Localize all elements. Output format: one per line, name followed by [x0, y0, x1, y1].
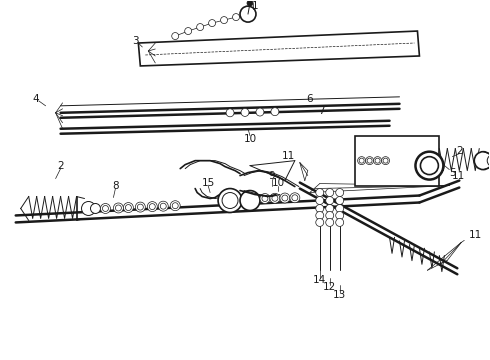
Circle shape: [358, 157, 366, 165]
Circle shape: [270, 193, 280, 203]
Circle shape: [420, 157, 439, 175]
Text: 10: 10: [244, 134, 257, 144]
Circle shape: [185, 28, 192, 35]
Circle shape: [113, 203, 123, 213]
Circle shape: [240, 190, 260, 211]
Text: 9: 9: [269, 171, 275, 181]
Circle shape: [316, 197, 324, 204]
Circle shape: [326, 219, 334, 226]
Circle shape: [260, 194, 270, 203]
Circle shape: [336, 211, 343, 220]
Text: 10: 10: [271, 177, 285, 188]
Text: 15: 15: [201, 177, 215, 188]
Circle shape: [172, 32, 179, 40]
Circle shape: [218, 189, 242, 212]
Circle shape: [123, 203, 133, 212]
Text: 4: 4: [32, 94, 39, 104]
Circle shape: [375, 158, 380, 163]
Circle shape: [244, 10, 252, 19]
Polygon shape: [21, 197, 29, 220]
Circle shape: [474, 152, 490, 170]
Circle shape: [326, 211, 334, 220]
Text: 13: 13: [333, 290, 346, 300]
Circle shape: [262, 195, 268, 202]
Polygon shape: [138, 31, 419, 66]
Circle shape: [222, 193, 238, 208]
Circle shape: [226, 109, 234, 117]
Circle shape: [366, 157, 373, 165]
Text: 12: 12: [323, 282, 336, 292]
Circle shape: [102, 206, 108, 211]
Circle shape: [316, 219, 324, 226]
Circle shape: [233, 14, 240, 21]
Circle shape: [367, 158, 372, 163]
Circle shape: [135, 202, 146, 212]
Circle shape: [100, 203, 110, 213]
Circle shape: [247, 0, 253, 6]
Circle shape: [292, 195, 298, 201]
Text: 11: 11: [282, 150, 295, 161]
Circle shape: [137, 204, 144, 210]
Circle shape: [149, 204, 155, 210]
Circle shape: [316, 204, 324, 212]
Circle shape: [290, 193, 300, 203]
Circle shape: [487, 155, 490, 167]
Circle shape: [316, 211, 324, 220]
Circle shape: [280, 193, 290, 203]
Circle shape: [147, 202, 157, 212]
Circle shape: [359, 158, 364, 163]
Circle shape: [316, 189, 324, 197]
Circle shape: [256, 108, 264, 116]
Circle shape: [336, 189, 343, 197]
Circle shape: [272, 195, 278, 201]
Circle shape: [160, 203, 166, 209]
Circle shape: [196, 23, 204, 31]
Circle shape: [373, 157, 382, 165]
Circle shape: [220, 17, 227, 23]
Circle shape: [209, 19, 216, 27]
Circle shape: [416, 152, 443, 180]
Circle shape: [282, 195, 288, 201]
Circle shape: [336, 197, 343, 204]
Circle shape: [91, 203, 100, 213]
Circle shape: [271, 108, 279, 116]
Text: 2: 2: [57, 161, 64, 171]
Text: 8: 8: [112, 181, 119, 190]
Text: 11: 11: [451, 171, 465, 181]
Circle shape: [382, 157, 390, 165]
Text: 14: 14: [313, 275, 326, 285]
Text: 3: 3: [132, 36, 139, 46]
Circle shape: [241, 108, 249, 116]
Circle shape: [116, 205, 122, 211]
Circle shape: [170, 201, 180, 211]
Text: 7: 7: [318, 106, 325, 116]
Circle shape: [81, 202, 96, 216]
Circle shape: [336, 219, 343, 226]
Circle shape: [326, 204, 334, 212]
Circle shape: [125, 204, 131, 211]
Text: 5: 5: [449, 168, 456, 177]
Bar: [355, 136, 440, 185]
Text: 1: 1: [252, 1, 258, 11]
Text: 2: 2: [456, 146, 463, 156]
Circle shape: [326, 197, 334, 204]
Circle shape: [383, 158, 388, 163]
Circle shape: [240, 6, 256, 22]
Text: 6: 6: [306, 94, 313, 104]
Circle shape: [158, 201, 168, 211]
Text: 11: 11: [469, 230, 483, 240]
Circle shape: [326, 189, 334, 197]
Circle shape: [336, 204, 343, 212]
Circle shape: [172, 203, 178, 209]
